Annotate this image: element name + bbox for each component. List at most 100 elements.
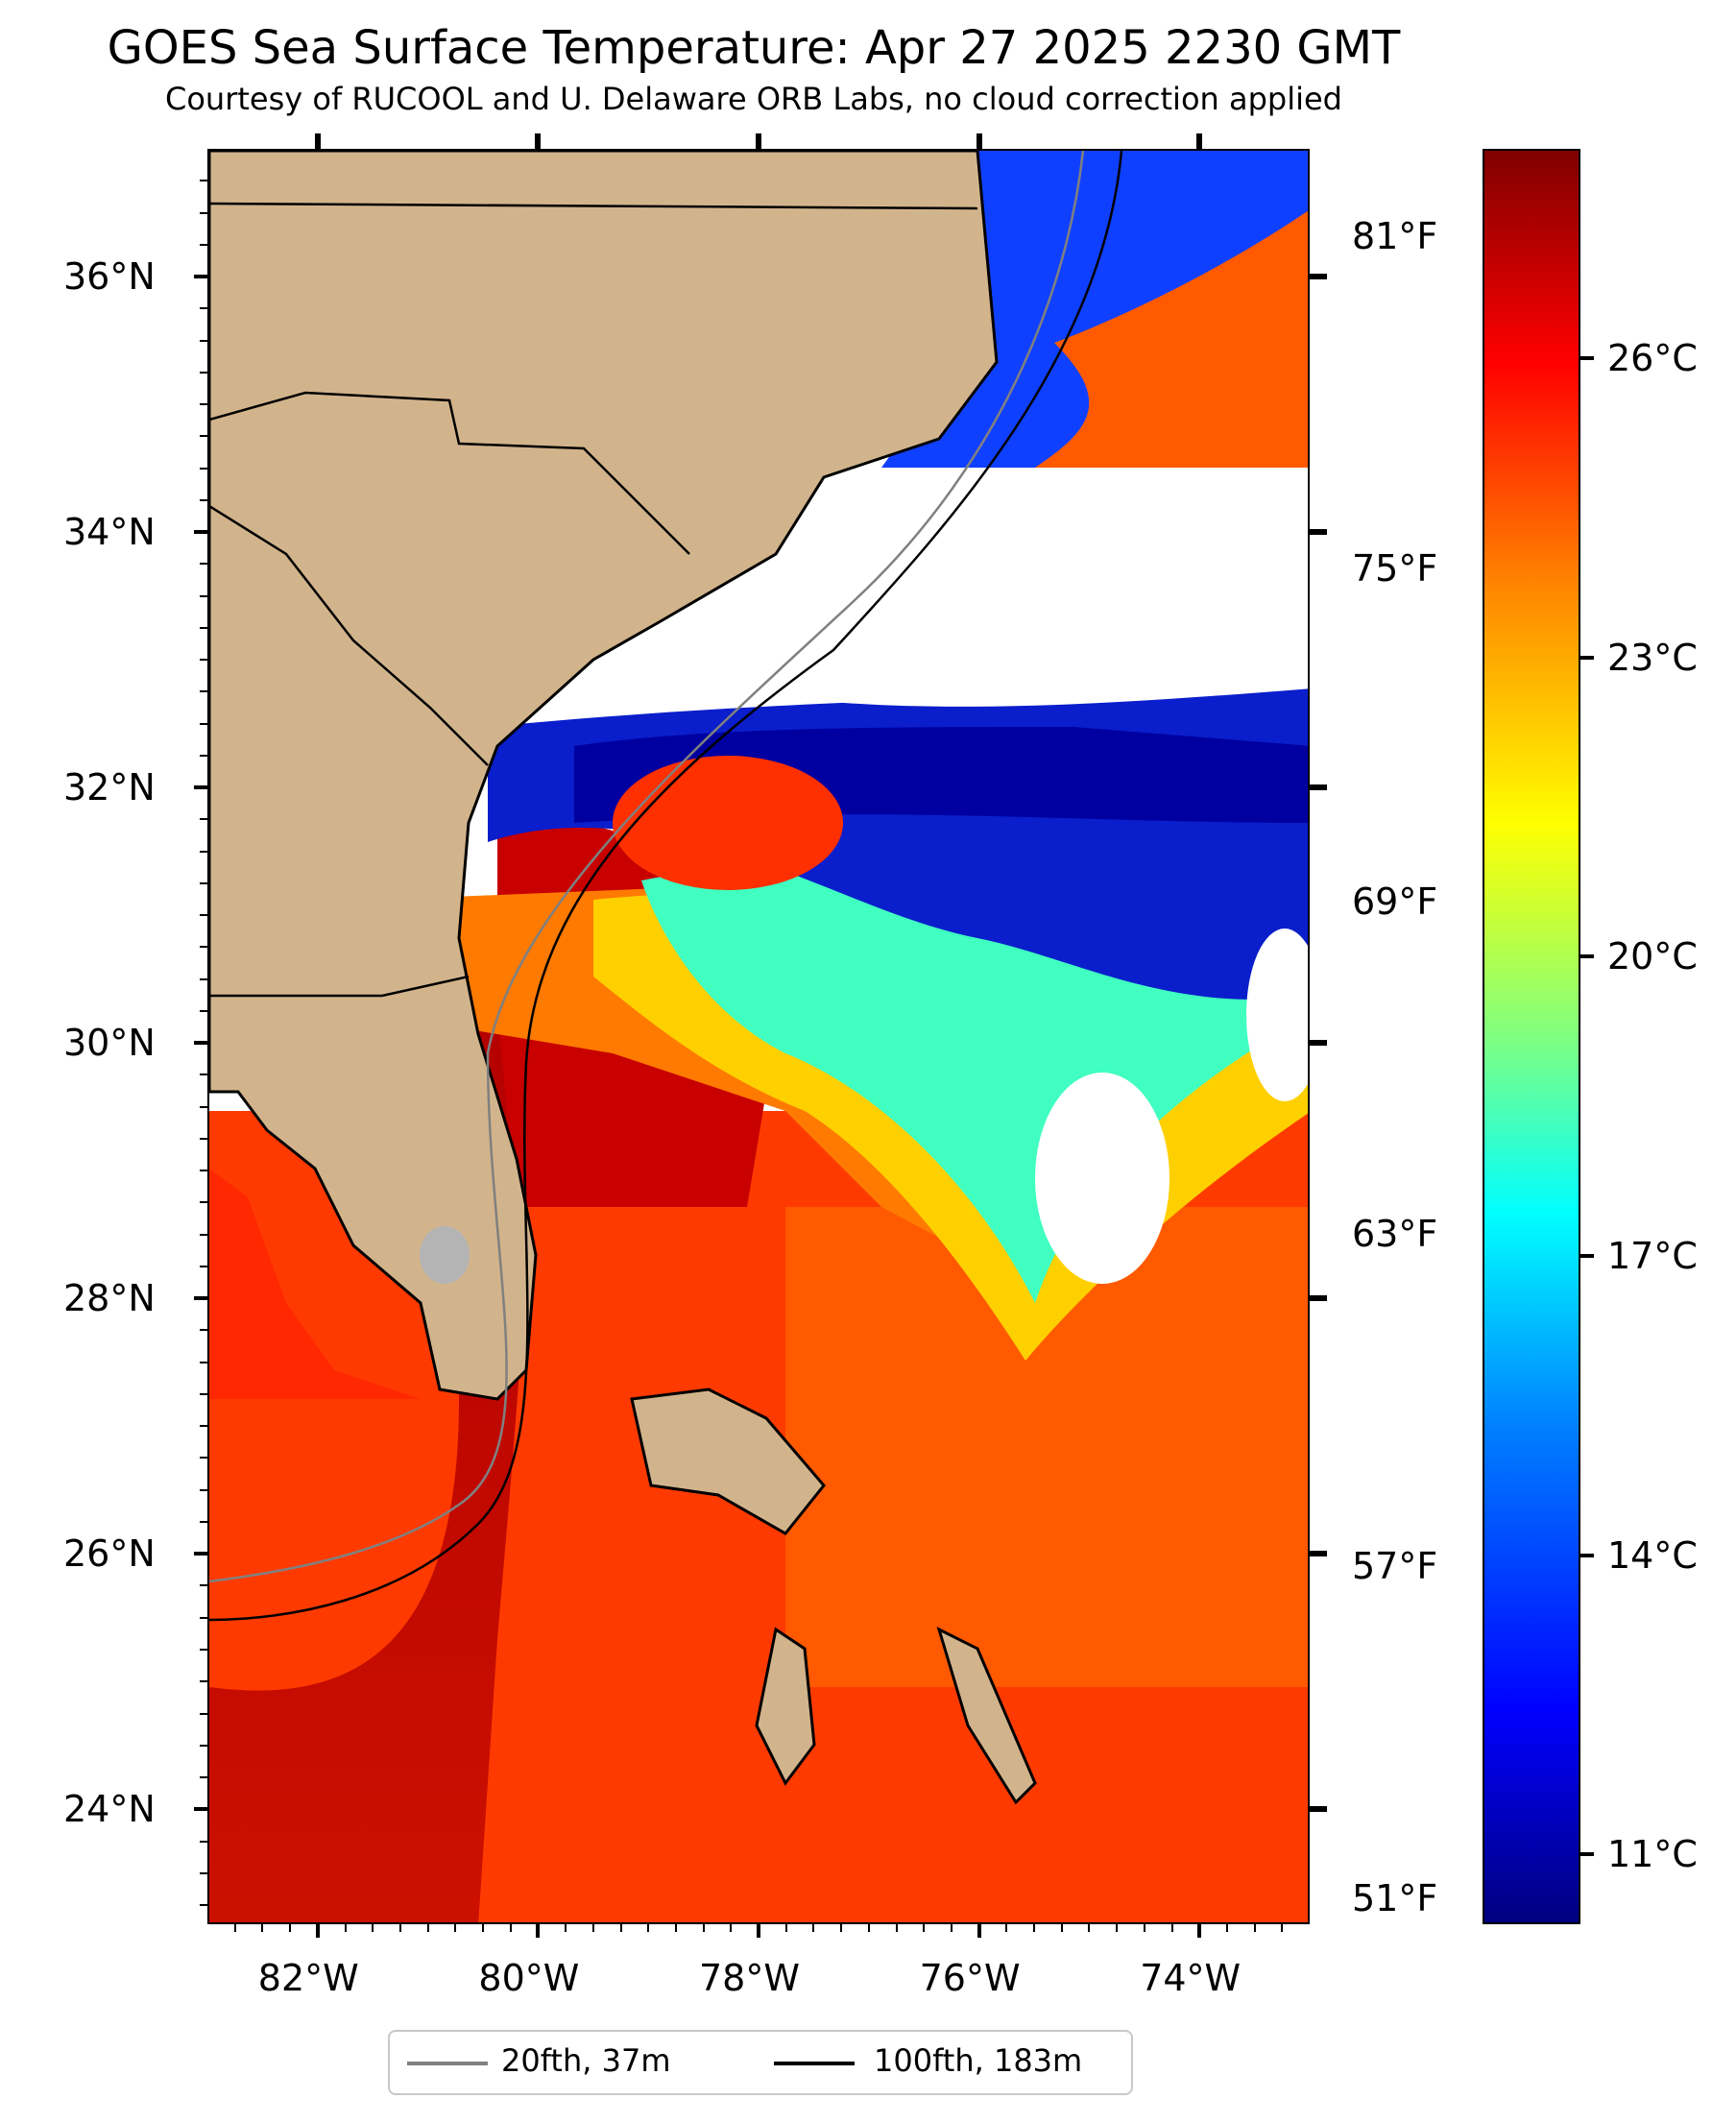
lat-minor-tick — [200, 498, 207, 501]
lon-label: 78°W — [699, 1957, 800, 1999]
map-title: GOES Sea Surface Temperature: Apr 27 202… — [107, 21, 1401, 75]
lon-minor-tick — [1253, 1924, 1256, 1932]
lon-minor-tick — [1143, 1924, 1145, 1932]
lon-minor-tick — [454, 1924, 457, 1932]
colorbar-tick — [1580, 356, 1594, 361]
lon-minor-tick — [1116, 1924, 1119, 1932]
lat-minor-tick — [200, 1712, 207, 1715]
lat-label: 34°N — [63, 511, 156, 554]
lon-tick-top — [756, 133, 761, 149]
colorbar-tick — [1580, 1254, 1594, 1259]
lon-label: 82°W — [257, 1957, 359, 1999]
colorbar-tick — [1580, 1852, 1594, 1857]
lat-tick-left — [194, 530, 207, 535]
lake-okeechobee — [420, 1226, 470, 1284]
lat-minor-tick — [200, 435, 207, 438]
lat-minor-tick — [200, 307, 207, 310]
lon-minor-tick — [344, 1924, 347, 1932]
lat-tick-right — [1310, 1295, 1327, 1302]
lon-minor-tick — [647, 1924, 650, 1932]
lat-tick-left — [194, 275, 207, 279]
cloud-patch-1 — [1035, 1073, 1169, 1284]
legend-label-20fth: 20fth, 37m — [501, 2042, 671, 2079]
temperature-colorbar — [1483, 149, 1580, 1924]
lat-label: 36°N — [63, 255, 156, 299]
lat-minor-tick — [200, 881, 207, 884]
legend-swatch-20fth — [407, 2062, 488, 2065]
lat-minor-tick — [200, 371, 207, 374]
lon-minor-tick — [840, 1924, 843, 1932]
lon-minor-tick — [591, 1924, 594, 1932]
andros-island — [755, 1627, 816, 1786]
fahrenheit-label: 63°F — [1352, 1212, 1438, 1255]
lat-minor-tick — [200, 722, 207, 725]
lat-minor-tick — [200, 1488, 207, 1491]
lat-tick-right — [1310, 1806, 1327, 1813]
lat-minor-tick — [200, 1105, 207, 1108]
lat-minor-tick — [200, 1074, 207, 1076]
lon-minor-tick — [812, 1924, 815, 1932]
lat-minor-tick — [200, 1680, 207, 1683]
lon-minor-tick — [1033, 1924, 1035, 1932]
sst-map[interactable] — [207, 149, 1310, 1924]
lon-minor-tick — [482, 1924, 484, 1932]
lat-tick-left — [194, 785, 207, 790]
lat-tick-left — [194, 1552, 207, 1556]
isobath-100fth — [209, 151, 1123, 1622]
lat-minor-tick — [200, 1009, 207, 1012]
lat-minor-tick — [200, 690, 207, 693]
lat-minor-tick — [200, 1170, 207, 1172]
lon-minor-tick — [950, 1924, 952, 1932]
lon-minor-tick — [895, 1924, 898, 1932]
lat-minor-tick — [200, 339, 207, 342]
lon-label: 74°W — [1140, 1957, 1242, 1999]
lon-minor-tick — [316, 1924, 319, 1932]
lat-minor-tick — [200, 594, 207, 597]
lat-minor-tick — [200, 818, 207, 821]
gulf-of-mexico-water — [209, 1169, 421, 1399]
lat-minor-tick — [200, 1233, 207, 1236]
lat-minor-tick — [200, 1392, 207, 1395]
lon-tick-top — [535, 133, 542, 149]
colorbar-tick — [1580, 655, 1594, 660]
sst-map-graphic — [209, 151, 1308, 1922]
legend-label-100fth: 100fth, 183m — [874, 2042, 1083, 2079]
lat-tick-right — [1310, 529, 1327, 536]
lon-tick-top — [1196, 133, 1203, 149]
lon-minor-tick — [1170, 1924, 1173, 1932]
lat-minor-tick — [200, 180, 207, 182]
gulf-stream-band — [209, 977, 527, 1922]
sc-ga-border — [209, 504, 489, 766]
lon-minor-tick — [372, 1924, 374, 1932]
lat-minor-tick — [200, 946, 207, 949]
colorbar-label: 11°C — [1607, 1833, 1698, 1876]
fahrenheit-label: 69°F — [1352, 880, 1438, 923]
lon-minor-tick — [867, 1924, 870, 1932]
lat-minor-tick — [200, 1201, 207, 1204]
lat-minor-tick — [200, 1904, 207, 1907]
ga-fl-border — [209, 975, 470, 998]
lon-label: 80°W — [478, 1957, 580, 1999]
lat-label: 28°N — [63, 1277, 156, 1320]
lon-tick-top — [314, 133, 321, 149]
nc-sc-border — [209, 391, 690, 555]
lat-minor-tick — [200, 211, 207, 214]
colorbar-label: 26°C — [1607, 337, 1698, 380]
warm-eddy — [613, 756, 843, 890]
lat-tick-right — [1310, 274, 1327, 280]
isobath-20fth — [209, 151, 1085, 1583]
fahrenheit-label: 75°F — [1352, 547, 1438, 591]
lon-minor-tick — [1281, 1924, 1284, 1932]
lat-minor-tick — [200, 403, 207, 406]
lat-tick-right — [1310, 1040, 1327, 1047]
lat-tick-right — [1310, 1551, 1327, 1557]
lon-minor-tick — [1198, 1924, 1201, 1932]
lon-minor-tick — [702, 1924, 705, 1932]
lon-minor-tick — [426, 1924, 429, 1932]
lat-minor-tick — [200, 1649, 207, 1651]
eleuthera-island — [936, 1627, 1037, 1805]
land-southeast-us — [209, 151, 999, 1401]
lat-tick-left — [194, 1041, 207, 1046]
lat-minor-tick — [200, 626, 207, 629]
lon-minor-tick — [674, 1924, 677, 1932]
